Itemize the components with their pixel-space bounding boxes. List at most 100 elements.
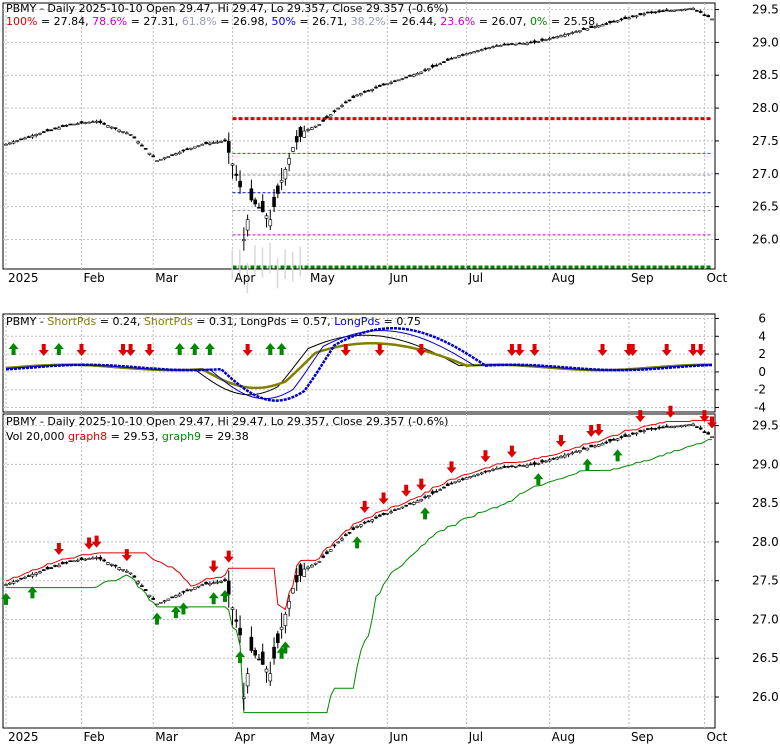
price-bar-body [540, 38, 544, 41]
y-tick-label: 27.5 [752, 134, 779, 148]
price-bar-body [23, 137, 27, 140]
price-bar-body [310, 127, 314, 130]
price-bar-body [404, 504, 408, 507]
price-bar-body [23, 576, 27, 579]
price-bar-body [287, 601, 291, 609]
graph8-line [5, 419, 712, 611]
price-bar-body [310, 564, 314, 568]
price-bar-body [49, 129, 54, 132]
sell-signal-arrow [144, 344, 155, 356]
price-bar-body [472, 51, 476, 54]
sell-signal-arrow [555, 435, 566, 448]
price-bar-body [551, 457, 556, 460]
price-bar-body [15, 140, 20, 142]
price-bar-body [226, 140, 231, 153]
price-bar-body [427, 495, 431, 497]
price-bar-body [585, 447, 590, 451]
buy-signal-arrow [152, 612, 163, 625]
price-bar-body [158, 601, 163, 604]
price-bar-body [423, 496, 427, 498]
price-bar-body [276, 633, 280, 644]
price-bar-body [30, 135, 35, 138]
price-bar-body [434, 64, 439, 67]
legend-item: = 29.38 [201, 430, 249, 443]
buy-signal-arrow [533, 473, 544, 486]
price-bar-body [94, 557, 99, 559]
price-bar-body [396, 508, 401, 510]
price-bar-body [419, 498, 424, 502]
price-bar-body [457, 55, 461, 58]
price-bar-body [366, 520, 371, 523]
fib-legend: 100% = 27.84, 78.6% = 27.31, 61.8% = 26.… [6, 15, 599, 28]
price-bar-body [302, 568, 307, 577]
x-tick-label: Sep [631, 730, 654, 744]
price-bar-body [710, 436, 714, 439]
price-bar-body [272, 196, 276, 207]
price-bar-body [555, 457, 560, 460]
price-bar-body [117, 129, 122, 132]
price-bar-body [83, 558, 88, 561]
price-bar-body [562, 34, 567, 37]
bands-y-axis: 29.5 29.0 28.5 28.0 27.5 27.0 26.5 26.0 [715, 419, 779, 704]
volume-bar [276, 258, 279, 289]
legend-item: ShortPds [47, 315, 96, 328]
price-bar-body [442, 61, 446, 63]
buy-signal-arrow [53, 343, 64, 355]
price-bar-body [317, 561, 322, 563]
price-bar-body [702, 431, 707, 433]
price-bar-body [528, 463, 533, 466]
price-bar-body [619, 18, 624, 21]
price-bar-body [313, 125, 318, 128]
price-panel-grid [3, 3, 715, 269]
price-bar-body [132, 136, 137, 139]
price-bar-body [472, 474, 476, 478]
price-bar-body [11, 581, 16, 584]
volume-bar [284, 249, 286, 280]
price-bar-body [578, 30, 582, 33]
price-bar-body [525, 464, 529, 468]
price-bar-body [294, 575, 299, 583]
price-bar-body [196, 145, 201, 147]
legend-item: ShortPds [144, 315, 193, 328]
price-bar-body [510, 43, 514, 45]
buy-signal-arrow [235, 651, 246, 664]
price-bar-body [230, 163, 235, 166]
buy-signal-arrow [582, 458, 593, 471]
price-bar-body [453, 481, 458, 484]
y-tick-label: 26.0 [752, 232, 779, 246]
price-bar-body [479, 49, 484, 51]
volume-bar [291, 251, 294, 282]
price-bar-body [196, 585, 201, 588]
price-bar-body [676, 9, 680, 12]
price-bar-body [321, 555, 325, 558]
price-bar-body [332, 544, 337, 547]
price-bar-body [83, 122, 88, 124]
price-bar-body [351, 527, 356, 530]
price-bar-body [219, 141, 223, 143]
price-bar-body [34, 134, 39, 136]
price-bar-body [559, 455, 563, 459]
price-bar-body [53, 127, 57, 130]
price-bar-body [75, 559, 80, 562]
price-bar-body [430, 65, 435, 68]
price-bar-body [189, 147, 193, 150]
price-bar-body [291, 147, 295, 152]
price-bar-body [147, 152, 152, 155]
price-bar-body [445, 483, 450, 487]
price-bar-body [559, 35, 563, 38]
price-bar-body [26, 136, 31, 138]
price-panel-title: PBMY - Daily 2025-10-10 Open 29.47, Hi 2… [6, 2, 448, 15]
price-bar-body [359, 93, 363, 96]
price-bar-body [642, 430, 646, 432]
price-bar-body [91, 557, 95, 560]
y-tick-label: 28.0 [752, 101, 779, 115]
x-tick-label: Jul [468, 730, 483, 744]
price-bar-body [381, 512, 386, 516]
sell-signal-arrow [446, 461, 457, 474]
price-bar-body [528, 41, 533, 44]
price-bar-body [355, 94, 359, 97]
sell-signal-arrow [401, 484, 412, 497]
price-bar-body [19, 138, 23, 141]
oscillator-grid [3, 314, 715, 412]
